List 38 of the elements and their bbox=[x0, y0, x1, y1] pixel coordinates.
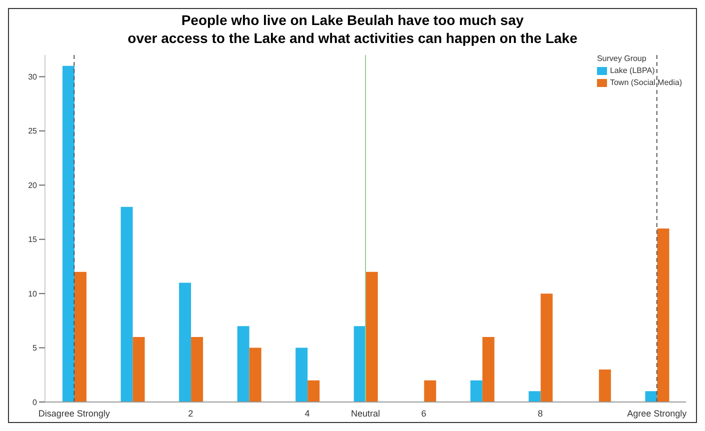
bar bbox=[366, 272, 378, 402]
y-tick-label: 15 bbox=[28, 235, 38, 244]
bar bbox=[482, 336, 494, 402]
bar bbox=[191, 336, 204, 402]
chart-title: People who live on Lake Beulah have too much say over access to the Lake and what activities can happen on the Lake bbox=[126, 11, 578, 47]
bar bbox=[62, 66, 74, 402]
bar bbox=[308, 380, 320, 402]
bar bbox=[354, 326, 366, 402]
y-tick-label: 20 bbox=[28, 180, 38, 190]
y-tick-label: 25 bbox=[28, 126, 38, 136]
bar bbox=[470, 380, 482, 402]
x-tick-label: 8 bbox=[538, 408, 543, 418]
bar bbox=[179, 282, 192, 402]
x-tick-label: 4 bbox=[304, 408, 310, 418]
x-tick-label: 6 bbox=[421, 408, 426, 418]
bar bbox=[657, 228, 670, 402]
bar bbox=[424, 380, 436, 402]
bar bbox=[249, 348, 262, 402]
legend-label: Town (Social Media) bbox=[608, 77, 682, 89]
bar bbox=[528, 391, 541, 402]
y-tick-label: 10 bbox=[28, 289, 38, 298]
bar bbox=[74, 272, 86, 402]
bar bbox=[120, 206, 133, 402]
x-tick-label: Neutral bbox=[350, 408, 380, 418]
bar bbox=[237, 326, 250, 402]
legend-label: Lake (LBPA) bbox=[608, 65, 656, 77]
legend-title: Survey Group bbox=[596, 53, 648, 65]
bar bbox=[598, 369, 611, 402]
x-tick-label: 2 bbox=[188, 408, 194, 418]
bar bbox=[296, 348, 308, 402]
bar bbox=[645, 391, 658, 402]
bar bbox=[540, 294, 553, 402]
y-tick-label: 30 bbox=[28, 72, 38, 82]
x-tick-label: Disagree Strongly bbox=[38, 408, 110, 418]
x-tick-label: Agree Strongly bbox=[627, 408, 688, 418]
y-tick-label: 5 bbox=[32, 344, 38, 353]
y-tick-label: 0 bbox=[32, 398, 38, 407]
bar bbox=[132, 336, 145, 402]
